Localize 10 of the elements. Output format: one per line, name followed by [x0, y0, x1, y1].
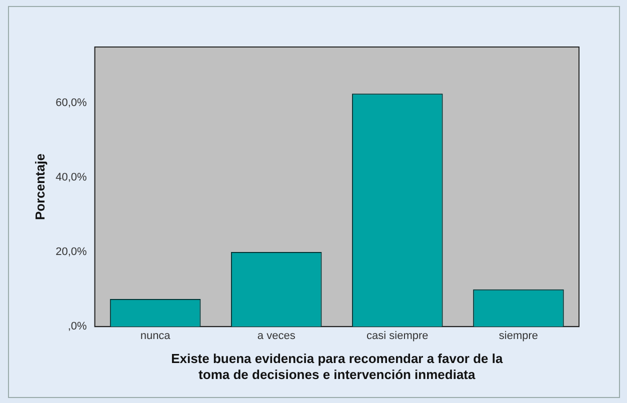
y-axis-title: Porcentaje — [32, 154, 48, 220]
x-tick-label: a veces — [257, 330, 296, 342]
y-tick-label: 60,0% — [56, 96, 87, 109]
x-tick-label: casi siempre — [366, 330, 428, 342]
x-tick-label: nunca — [140, 330, 172, 342]
y-tick-label: 20,0% — [56, 246, 87, 258]
x-tick-label: siempre — [498, 330, 538, 342]
y-tick-label: 40,0% — [56, 172, 87, 184]
y-tick-label: ,0% — [68, 320, 87, 333]
x-axis-title: Existe buena evidencia para recomendar a favor de la toma de decisiones e intervención inmediata — [171, 351, 504, 382]
